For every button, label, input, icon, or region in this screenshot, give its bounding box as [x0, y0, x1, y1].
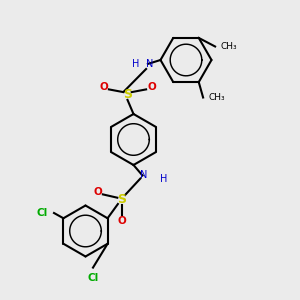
- Text: O: O: [117, 215, 126, 226]
- Text: H: H: [160, 174, 167, 184]
- Text: CH₃: CH₃: [220, 42, 237, 51]
- Text: O: O: [93, 187, 102, 197]
- Text: Cl: Cl: [87, 273, 99, 283]
- Text: CH₃: CH₃: [208, 93, 225, 102]
- Text: N: N: [140, 170, 148, 180]
- Text: S: S: [123, 88, 132, 101]
- Text: S: S: [117, 193, 126, 206]
- Text: O: O: [99, 82, 108, 92]
- Text: Cl: Cl: [37, 208, 48, 218]
- Text: N: N: [146, 59, 154, 69]
- Text: O: O: [147, 82, 156, 92]
- Text: H: H: [132, 59, 140, 69]
